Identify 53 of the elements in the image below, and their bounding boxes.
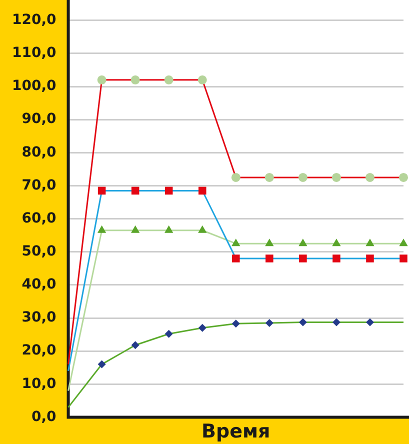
point: [366, 238, 374, 246]
point: [97, 75, 106, 84]
point: [332, 238, 341, 246]
point: [264, 172, 274, 182]
point: [332, 172, 341, 182]
point: [198, 324, 206, 332]
point: [366, 318, 374, 326]
y-tick-label: 120,0: [12, 12, 57, 28]
y-tick-label: 30,0: [22, 310, 57, 326]
y-tick-label: 60,0: [22, 210, 57, 226]
point: [332, 318, 340, 326]
point: [265, 238, 274, 246]
point: [164, 330, 173, 338]
y-tick-label: 110,0: [12, 45, 57, 62]
point: [400, 254, 408, 262]
point: [164, 186, 173, 195]
y-tick-label: 70,0: [22, 177, 57, 194]
point: [298, 172, 308, 182]
point: [97, 225, 106, 233]
point: [399, 172, 408, 182]
point: [266, 254, 274, 262]
point: [298, 318, 307, 326]
point: [332, 254, 340, 262]
point: [198, 75, 207, 84]
y-tick-label: 40,0: [22, 276, 57, 293]
point: [231, 172, 240, 182]
point: [164, 75, 174, 84]
point: [232, 238, 240, 246]
point: [366, 254, 374, 262]
x-axis-title: Время: [202, 420, 270, 443]
point: [265, 318, 274, 327]
point: [164, 225, 174, 233]
y-tick-label: 50,0: [22, 244, 57, 260]
y-tick-label: 0,0: [31, 408, 57, 425]
y-tick-label: 80,0: [22, 144, 57, 160]
point: [232, 320, 240, 328]
point: [232, 254, 240, 262]
point: [198, 186, 206, 195]
point: [399, 238, 408, 246]
point: [98, 360, 106, 368]
point: [131, 186, 140, 195]
point: [130, 225, 140, 233]
point: [299, 254, 307, 262]
point: [130, 75, 140, 84]
y-tick-label: 100,0: [12, 78, 57, 94]
y-tick-label: 90,0: [22, 111, 57, 128]
point: [131, 341, 140, 350]
point: [298, 238, 308, 246]
point: [198, 225, 207, 233]
point: [98, 186, 106, 195]
y-tick-label: 10,0: [22, 376, 57, 392]
point: [365, 172, 374, 182]
y-tick-label: 20,0: [22, 342, 57, 359]
